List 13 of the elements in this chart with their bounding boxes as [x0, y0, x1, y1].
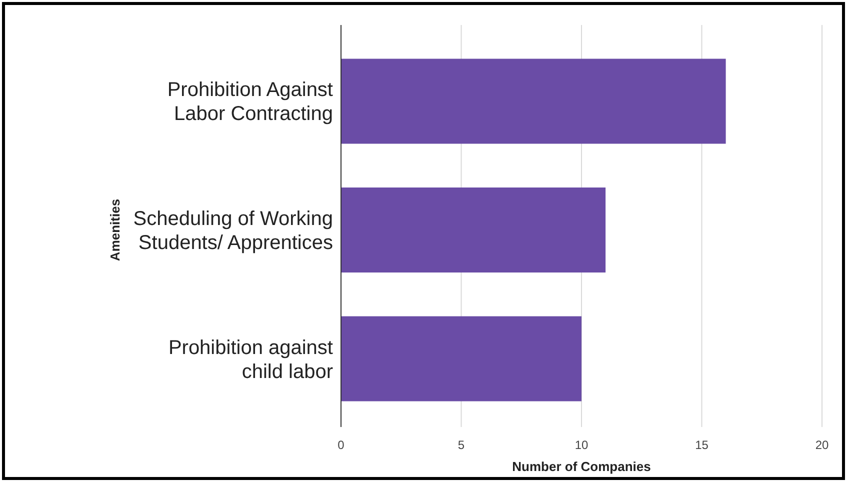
bar	[341, 316, 582, 402]
bar	[341, 188, 606, 272]
x-axis-title: Number of Companies	[512, 459, 651, 474]
x-tick-label: 10	[574, 438, 588, 452]
x-tick-label: 5	[458, 438, 465, 452]
x-tick-label: 15	[695, 438, 709, 452]
x-tick-label: 0	[338, 438, 345, 452]
y-tick-label: Prohibition Against Labor Contracting	[167, 79, 334, 126]
bar	[341, 58, 726, 144]
x-tick-label: 20	[815, 438, 829, 452]
y-axis-title: Amenities	[107, 198, 122, 262]
y-tick-label: Scheduling of Working Students/ Apprentices	[133, 208, 333, 254]
y-tick-label: Prohibition against child labor	[168, 336, 334, 383]
